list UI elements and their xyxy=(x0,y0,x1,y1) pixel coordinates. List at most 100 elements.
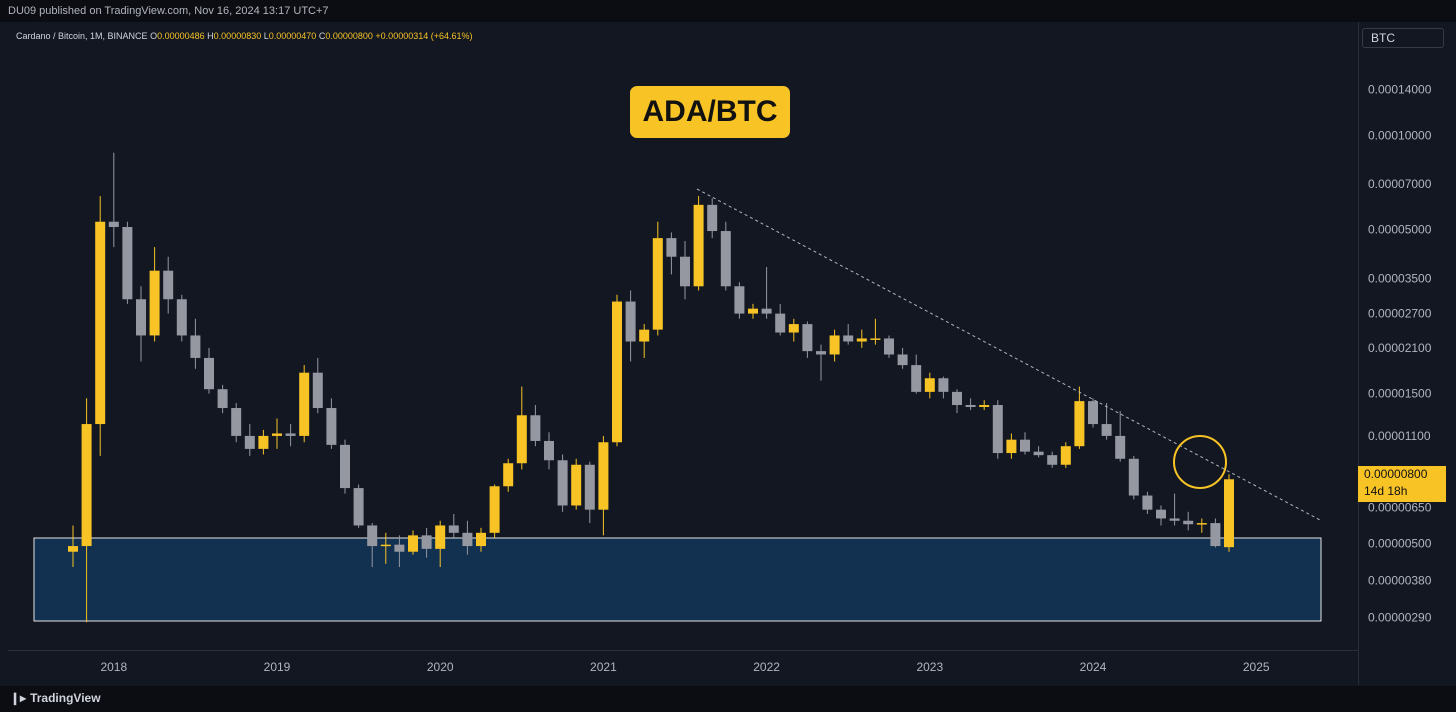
candle-2023-10[interactable] xyxy=(1047,451,1058,468)
candle-2022-04[interactable] xyxy=(802,321,813,358)
candle-2024-02[interactable] xyxy=(1101,403,1112,440)
last-price-value: 0.00000800 xyxy=(1364,467,1428,481)
candle-2020-12[interactable] xyxy=(584,461,595,524)
candle-2020-02[interactable] xyxy=(448,514,459,538)
candle-2018-06[interactable] xyxy=(176,294,187,342)
candle-2020-09[interactable] xyxy=(544,432,554,470)
candle-2023-09[interactable] xyxy=(1033,446,1044,458)
candle-body xyxy=(952,391,962,406)
candle-2023-12[interactable] xyxy=(1074,386,1085,449)
candle-body xyxy=(870,338,881,340)
candle-2023-07[interactable] xyxy=(1006,433,1017,459)
candle-2022-05[interactable] xyxy=(816,344,826,381)
candle-2018-07[interactable] xyxy=(190,318,201,369)
candle-2024-07[interactable] xyxy=(1169,493,1180,526)
candle-2022-09[interactable] xyxy=(870,318,881,345)
candle-2023-02[interactable] xyxy=(938,376,949,399)
candle-2021-01[interactable] xyxy=(598,435,609,536)
candle-2024-08[interactable] xyxy=(1183,511,1194,531)
candle-2022-08[interactable] xyxy=(856,329,867,348)
candle-2021-06[interactable] xyxy=(666,232,677,275)
candle-2023-11[interactable] xyxy=(1060,442,1071,468)
candle-2019-03[interactable] xyxy=(299,365,310,443)
candle-body xyxy=(897,354,908,366)
candle-2018-03[interactable] xyxy=(136,286,146,362)
candle-2022-02[interactable] xyxy=(775,303,786,336)
descending-trendline[interactable] xyxy=(696,188,1321,521)
candle-2019-05[interactable] xyxy=(326,398,337,449)
candle-2019-10[interactable] xyxy=(394,535,405,568)
candle-2023-04[interactable] xyxy=(965,398,976,411)
candle-2024-01[interactable] xyxy=(1088,398,1098,428)
candle-2018-02[interactable] xyxy=(122,221,133,304)
candle-2017-10[interactable] xyxy=(68,525,78,568)
candle-2020-06[interactable] xyxy=(503,458,514,492)
candle-2019-07[interactable] xyxy=(353,484,364,528)
candle-2022-01[interactable] xyxy=(761,267,772,319)
candle-2021-02[interactable] xyxy=(612,294,622,447)
candle-2021-04[interactable] xyxy=(639,324,650,358)
candle-2018-05[interactable] xyxy=(163,256,174,314)
candle-2020-04[interactable] xyxy=(476,527,486,552)
candle-2019-12[interactable] xyxy=(421,527,432,558)
candle-2021-10[interactable] xyxy=(720,221,731,291)
currency-button[interactable]: BTC xyxy=(1362,28,1444,48)
candle-2022-06[interactable] xyxy=(829,329,840,362)
candle-2017-11[interactable] xyxy=(81,398,92,623)
candle-2023-08[interactable] xyxy=(1020,432,1030,455)
candle-2024-10[interactable] xyxy=(1210,518,1221,548)
candle-body xyxy=(95,221,106,425)
candle-2020-03[interactable] xyxy=(462,520,473,555)
candle-2019-02[interactable] xyxy=(285,424,296,447)
candle-2022-12[interactable] xyxy=(911,354,922,394)
candle-2024-06[interactable] xyxy=(1156,505,1166,526)
candle-2024-11[interactable] xyxy=(1224,474,1234,552)
candle-2022-11[interactable] xyxy=(897,347,908,369)
candle-2021-12[interactable] xyxy=(748,303,758,319)
candle-2020-05[interactable] xyxy=(489,484,500,538)
candle-2023-01[interactable] xyxy=(924,372,935,399)
candle-2023-05[interactable] xyxy=(979,400,990,411)
candle-2018-04[interactable] xyxy=(149,247,160,342)
candle-2023-03[interactable] xyxy=(952,389,962,414)
candle-body xyxy=(979,405,990,408)
candle-2019-09[interactable] xyxy=(380,532,391,564)
candle-2024-05[interactable] xyxy=(1142,491,1153,515)
candle-body xyxy=(734,286,745,314)
candle-2020-11[interactable] xyxy=(571,458,582,510)
candle-2020-01[interactable] xyxy=(435,520,446,568)
candle-2018-08[interactable] xyxy=(204,347,214,394)
candle-2019-04[interactable] xyxy=(312,357,323,414)
price-tick-label: 0.00000380 xyxy=(1368,574,1432,588)
candle-2019-06[interactable] xyxy=(340,439,350,494)
candle-2022-10[interactable] xyxy=(884,335,894,358)
candle-2018-10[interactable] xyxy=(231,403,242,443)
tradingview-logo[interactable]: ❙▸ TradingView xyxy=(10,691,101,705)
candle-2021-09[interactable] xyxy=(707,198,718,239)
highlight-circle[interactable] xyxy=(1173,435,1227,489)
candle-2024-09[interactable] xyxy=(1196,518,1207,533)
candle-2018-09[interactable] xyxy=(217,384,228,414)
candle-2021-03[interactable] xyxy=(625,290,636,362)
candle-2021-05[interactable] xyxy=(652,221,663,336)
candle-body xyxy=(666,238,677,257)
candle-2018-01[interactable] xyxy=(108,152,119,248)
candle-2018-11[interactable] xyxy=(244,424,255,456)
candle-2024-04[interactable] xyxy=(1128,455,1139,500)
candle-2024-03[interactable] xyxy=(1115,411,1126,462)
candle-2020-10[interactable] xyxy=(557,454,568,512)
candle-2019-11[interactable] xyxy=(408,530,418,555)
candle-2021-07[interactable] xyxy=(680,241,690,300)
candle-2023-06[interactable] xyxy=(992,400,1003,459)
candle-2021-08[interactable] xyxy=(693,196,704,291)
candle-2019-01[interactable] xyxy=(272,418,282,449)
candle-2021-11[interactable] xyxy=(734,282,745,319)
candle-2020-07[interactable] xyxy=(516,386,527,470)
candle-2019-08[interactable] xyxy=(367,523,378,568)
candle-2018-12[interactable] xyxy=(258,429,269,455)
candle-2022-07[interactable] xyxy=(843,324,854,345)
candle-2022-03[interactable] xyxy=(788,318,799,342)
candle-2017-12[interactable] xyxy=(95,196,106,456)
candle-2020-08[interactable] xyxy=(530,405,541,447)
